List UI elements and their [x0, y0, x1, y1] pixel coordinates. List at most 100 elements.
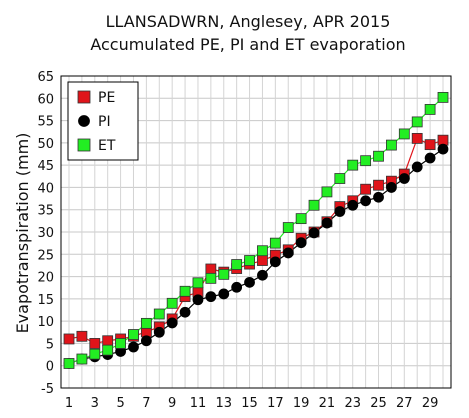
pi-point — [244, 276, 255, 288]
et-point — [76, 353, 88, 365]
et-point — [295, 213, 307, 225]
x-tick-label: 17 — [267, 396, 284, 411]
legend-marker-pe — [77, 90, 91, 104]
y-tick-label: 30 — [37, 226, 54, 241]
pe-point — [76, 330, 88, 342]
et-point — [128, 329, 139, 340]
pi-point — [386, 182, 397, 193]
y-tick-label: 55 — [37, 115, 54, 130]
pe-point — [437, 134, 449, 146]
y-tick-label: 50 — [37, 137, 54, 152]
x-tick-label: 13 — [215, 396, 232, 411]
y-tick-label: 25 — [37, 248, 54, 263]
legend-marker-pi — [78, 115, 90, 127]
et-point — [179, 285, 191, 297]
et-point — [115, 338, 126, 349]
x-tick-label: 15 — [241, 396, 258, 411]
chart-subtitle: Accumulated PE, PI and ET evaporation — [90, 35, 405, 54]
x-tick-label: 29 — [422, 396, 439, 411]
x-tick-label: 21 — [319, 396, 336, 411]
et-point — [373, 150, 384, 162]
pi-point — [373, 191, 384, 203]
pe-point — [102, 335, 114, 347]
x-tick-label: 9 — [168, 396, 176, 411]
y-tick-label: 10 — [37, 315, 54, 330]
x-tick-label: 5 — [116, 396, 124, 411]
x-tick-label: 7 — [142, 396, 150, 411]
pi-point — [269, 256, 281, 268]
pi-point — [334, 206, 346, 217]
et-point — [321, 186, 333, 198]
pi-point — [205, 291, 217, 303]
pi-point — [360, 195, 372, 207]
y-tick-label: 65 — [37, 70, 54, 85]
et-point — [166, 297, 178, 309]
legend-label-et: ET — [98, 138, 116, 154]
pe-point — [424, 139, 436, 151]
et-point — [205, 272, 217, 284]
pi-point — [153, 326, 165, 338]
legend-label-pe: PE — [98, 90, 115, 106]
pi-point — [321, 217, 333, 229]
pe-point — [360, 183, 372, 195]
pi-point — [424, 152, 436, 164]
x-tick-label: 11 — [190, 396, 207, 411]
plot-frame — [60, 75, 452, 389]
pe-point — [411, 132, 423, 144]
pi-point — [192, 294, 204, 306]
x-tick-label: 1 — [65, 396, 73, 411]
et-point — [424, 104, 436, 115]
et-point — [257, 245, 268, 257]
et-point — [386, 139, 397, 151]
pe-point — [257, 255, 268, 266]
pi-point — [166, 317, 178, 329]
x-tick-label: 3 — [91, 396, 99, 411]
et-point — [63, 358, 75, 369]
et-point — [102, 344, 114, 356]
et-point — [192, 277, 204, 289]
pi-point — [218, 288, 230, 300]
et-point — [308, 199, 320, 211]
et-point — [231, 259, 243, 270]
et-point — [398, 128, 410, 140]
pi-point — [128, 341, 139, 353]
et-point — [334, 173, 346, 184]
pi-point — [347, 199, 359, 211]
pi-point — [308, 227, 320, 239]
chart-title: LLANSADWRN, Anglesey, APR 2015 — [106, 12, 391, 31]
pi-point — [257, 269, 268, 281]
y-tick-label: 20 — [37, 271, 54, 286]
x-tick-label: 27 — [396, 396, 413, 411]
legend-label-pi: PI — [98, 114, 111, 130]
pe-point — [63, 333, 75, 345]
et-point — [89, 348, 101, 360]
et-point — [140, 317, 152, 329]
et-point — [282, 222, 294, 233]
pi-point — [179, 306, 191, 318]
y-tick-label: 60 — [37, 92, 54, 107]
pe-point — [89, 338, 101, 349]
y-axis-label: Evapotranspiration (mm) — [13, 133, 32, 334]
y-tick-label: 5 — [46, 337, 54, 352]
pi-point — [437, 143, 449, 155]
et-point — [347, 159, 359, 171]
et-point — [218, 268, 230, 280]
y-tick-label: 45 — [37, 159, 54, 174]
x-tick-label: 25 — [370, 396, 387, 411]
x-tick-label: 23 — [344, 396, 361, 411]
et-point — [437, 91, 449, 103]
pe-point — [373, 179, 384, 191]
pi-point — [282, 247, 294, 259]
pe-point — [205, 263, 217, 275]
x-tick-label: 19 — [293, 396, 310, 411]
y-tick-label: 35 — [37, 204, 54, 219]
pi-point — [231, 281, 243, 293]
et-point — [269, 237, 281, 249]
et-point — [244, 255, 255, 266]
y-tick-label: -5 — [41, 382, 54, 397]
legend-marker-et — [77, 138, 91, 152]
y-tick-label: 15 — [37, 293, 54, 308]
y-tick-label: 0 — [46, 360, 54, 375]
